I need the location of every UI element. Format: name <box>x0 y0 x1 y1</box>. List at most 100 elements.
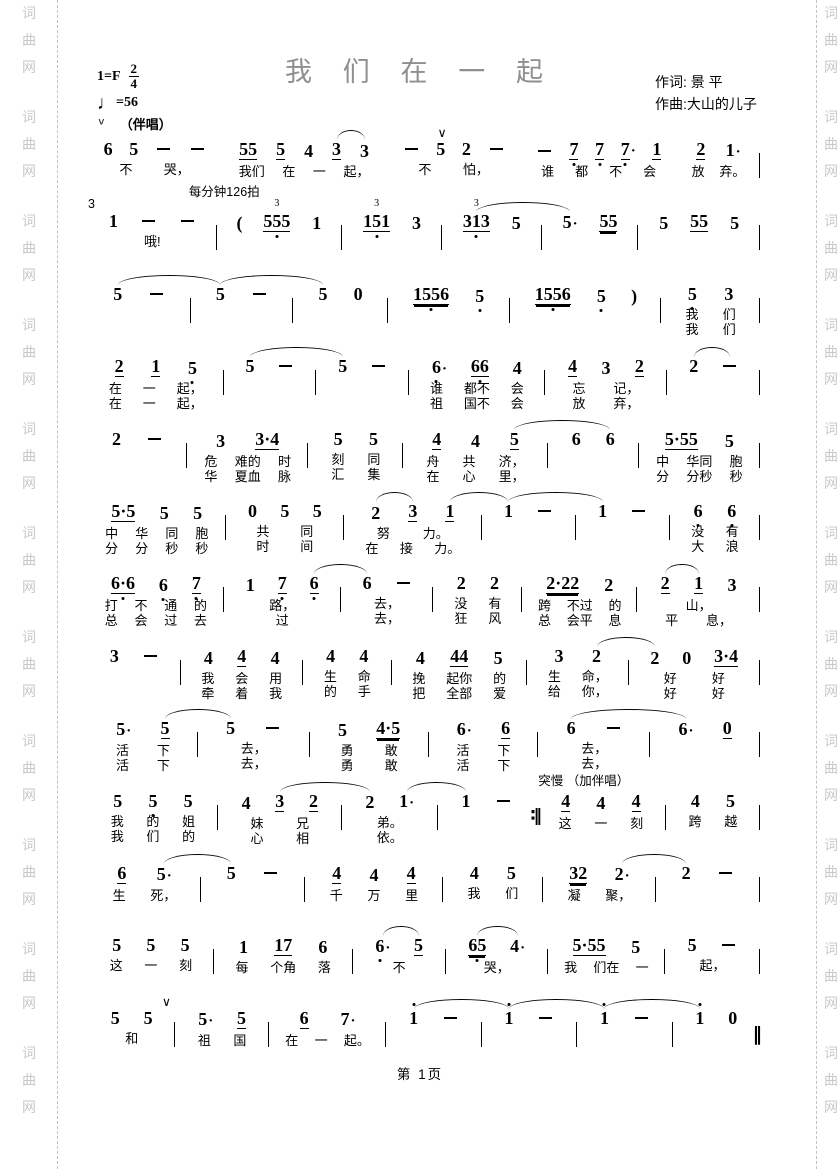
lyric-syllable: 我们 <box>238 164 265 179</box>
note-token: 4 <box>359 645 369 666</box>
lyric-row: 在 心 里， <box>403 469 547 484</box>
lyric-syllable: 妹 <box>250 815 264 831</box>
measure-notes: 5 5 5 <box>88 792 218 817</box>
lyric-row: 去， <box>538 756 650 771</box>
low-octave-dot <box>161 598 165 602</box>
note-token: 5 <box>369 428 379 449</box>
composer-credit: 作曲:大山的儿子 <box>655 95 757 112</box>
slur-arc <box>314 564 368 574</box>
measure-notes: 151 3 3 <box>342 199 442 239</box>
measure: 2 3 1 努力。在接力。 <box>344 502 482 556</box>
measure-notes: 5 <box>224 357 317 375</box>
lyric-syllable: 哭， <box>163 162 190 177</box>
note-token: 5 <box>112 935 122 956</box>
lyric-syllable: 好 <box>663 685 677 701</box>
lyric-syllable: 努 <box>376 525 390 541</box>
watermark-char: 网 <box>22 787 36 803</box>
measure: 1 <box>482 500 576 540</box>
watermark-gap <box>20 503 38 526</box>
lyric-row: 放弃。 <box>677 164 760 179</box>
lyric-syllable: 共 <box>462 453 476 469</box>
dash-note <box>539 1016 553 1019</box>
lyric-syllable: 忘 <box>572 381 586 397</box>
lyric-row: 打不通的 <box>88 598 224 613</box>
low-octave-dot <box>434 380 438 384</box>
lyric-syllable: 舟 <box>426 453 440 469</box>
lyric-row: 起， <box>665 958 760 973</box>
dash-note <box>141 220 155 223</box>
lyric-row: 牵着我 <box>181 686 303 701</box>
watermark-char: 词 <box>22 941 36 957</box>
note-token: 5 <box>147 792 158 817</box>
watermark-char: 曲 <box>22 240 36 256</box>
slur-arc <box>382 926 419 936</box>
watermark-gap <box>822 87 840 110</box>
lyric-syllable: 起。 <box>343 1032 370 1048</box>
note-token: 3 <box>412 213 422 234</box>
measure: 6 · 66 4 谁都不会祖国不会 <box>409 357 545 411</box>
slur-arc <box>477 926 518 936</box>
note-token: 1 <box>503 500 513 521</box>
score-annotation: ∨ <box>437 126 447 140</box>
lyric-row: 活下 <box>429 743 539 758</box>
note-token: 5 <box>143 1007 153 1028</box>
lyric-syllable: 祖 <box>197 1032 211 1048</box>
measure: 1 <box>482 1002 578 1047</box>
note-token: 5· <box>156 863 172 884</box>
note-token: 3 <box>275 790 285 812</box>
note-token: 5 <box>687 935 697 956</box>
lyric-syllable: 下 <box>497 743 511 759</box>
lyric-row <box>293 309 388 312</box>
song-title: 我 们 在 一 起 <box>285 57 555 87</box>
lyric-syllable: 不 <box>134 598 148 614</box>
lyric-syllable: 总 <box>104 613 118 629</box>
note-token: 1 <box>598 500 608 521</box>
note-token: 5 <box>276 139 286 160</box>
note-token: 4 <box>568 356 578 378</box>
measure-notes: 7 7 7 · 1 <box>520 140 677 166</box>
low-octave-dot <box>375 235 379 239</box>
note-token: 1556 <box>412 285 450 311</box>
lyric-row: 在一起。 <box>269 1033 386 1048</box>
lyric-syllable: 危 <box>204 453 218 469</box>
lyric-syllable: 力。 <box>422 525 449 541</box>
measure-notes: 0 5 5 <box>226 502 345 520</box>
lyric-syllable: 起， <box>699 958 726 974</box>
note-token: 5 <box>730 213 740 234</box>
watermark-char: 曲 <box>824 968 838 984</box>
lyric-row: 去， <box>198 741 310 756</box>
measure-notes: 4 44 5 <box>392 647 527 667</box>
lyric-row: 我们 在 一 起， <box>221 164 387 179</box>
lyric-syllable: 敢 <box>384 758 398 774</box>
lyric-syllable: 去， <box>240 741 267 757</box>
measure: 6· 6 活下活下 <box>429 719 539 773</box>
note-token: 2· <box>614 863 630 884</box>
lyric-row <box>201 886 305 891</box>
note-token: 0 <box>728 1007 738 1028</box>
lyric-syllable: 大 <box>691 538 705 554</box>
measure-notes: 4 4 4 <box>181 647 303 667</box>
watermark-char: 词 <box>22 733 36 749</box>
slur-arc <box>413 998 510 1009</box>
lyric-syllable: 起， <box>176 381 203 397</box>
note-token: 5 <box>631 937 641 958</box>
watermark-char: 曲 <box>824 32 838 48</box>
note-token: 5 <box>159 502 169 523</box>
note-token: 5 <box>436 139 446 159</box>
lyric-row <box>88 454 187 457</box>
lyric-syllable: 在 <box>365 540 379 556</box>
note-token: 0 <box>247 500 257 521</box>
augmentation-dot: · <box>409 794 415 811</box>
music-system: 5· 5 活下活下 5 去， 去， 5 4·5 勇敢勇敢 6· 6 活下活下 6 去， 去， 6· 0 突慢 （加… <box>88 706 760 788</box>
lyric-syllable: 和 <box>125 1030 139 1046</box>
measure-notes: 5· 5 <box>88 719 198 740</box>
